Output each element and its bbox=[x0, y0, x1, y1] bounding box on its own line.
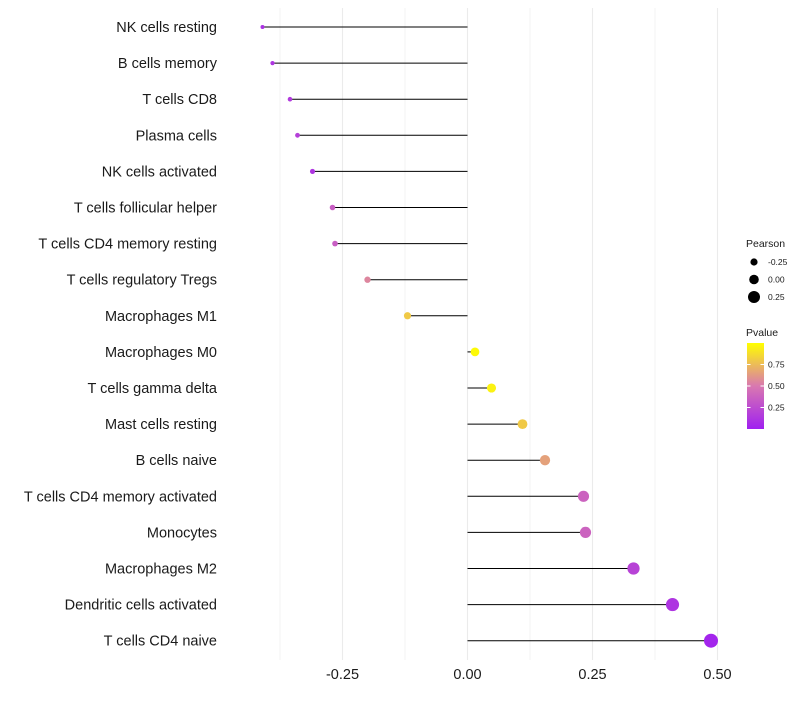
size-legend-label: 0.00 bbox=[768, 275, 785, 285]
lollipop-point bbox=[539, 455, 551, 466]
color-legend-title: Pvalue bbox=[746, 327, 778, 339]
category-label: Macrophages M1 bbox=[105, 309, 217, 325]
color-legend-label: 0.50 bbox=[768, 381, 785, 391]
category-label: Plasma cells bbox=[136, 128, 217, 144]
lollipop-point bbox=[627, 562, 640, 575]
category-label: Macrophages M0 bbox=[105, 345, 217, 361]
size-legend-key bbox=[750, 258, 758, 266]
lollipop-point bbox=[579, 526, 592, 539]
category-labels: NK cells resting B cells memory T cells CD… bbox=[24, 20, 218, 650]
lollipop-point bbox=[517, 419, 528, 429]
category-label: Macrophages M2 bbox=[105, 562, 217, 578]
category-label: Monocytes bbox=[147, 525, 217, 541]
x-tick-label: -0.25 bbox=[326, 667, 359, 683]
lollipop-point bbox=[270, 60, 275, 66]
size-legend-title: Pearson bbox=[746, 238, 785, 250]
lollipop-point bbox=[295, 132, 300, 138]
category-label: B cells memory bbox=[118, 56, 218, 72]
lollipop-point bbox=[332, 240, 338, 247]
category-label: T cells regulatory Tregs bbox=[67, 273, 217, 289]
color-legend-bar bbox=[747, 343, 764, 429]
category-label: T cells CD8 bbox=[142, 92, 217, 108]
x-tick-label: 0.00 bbox=[453, 667, 481, 683]
category-label: T cells CD4 memory resting bbox=[38, 237, 217, 253]
lollipop-point bbox=[704, 633, 718, 648]
lollipop-point bbox=[287, 96, 293, 102]
size-legend-key bbox=[748, 291, 760, 303]
stem-layer bbox=[262, 26, 711, 642]
x-axis-ticks: -0.25 0.00 0.25 0.50 bbox=[326, 667, 732, 683]
size-legend-label: 0.25 bbox=[768, 292, 785, 302]
category-label: T cells gamma delta bbox=[88, 381, 218, 397]
category-label: T cells CD4 naive bbox=[104, 634, 217, 650]
lollipop-point bbox=[470, 347, 480, 357]
lollipop-point bbox=[260, 25, 265, 29]
lollipop-point bbox=[329, 204, 336, 211]
category-label: Dendritic cells activated bbox=[65, 598, 217, 614]
category-label: NK cells activated bbox=[102, 164, 217, 180]
size-legend-key bbox=[749, 274, 759, 285]
category-label: NK cells resting bbox=[116, 20, 217, 36]
x-tick-label: 0.50 bbox=[703, 667, 731, 683]
category-label: T cells CD4 memory activated bbox=[24, 489, 217, 505]
category-label: T cells follicular helper bbox=[74, 201, 217, 217]
lollipop-point bbox=[309, 168, 316, 174]
category-label: B cells naive bbox=[136, 453, 217, 469]
point-layer bbox=[260, 25, 718, 648]
legend: Pearson -0.25 0.00 0.25 Pvalue 0.75 0.50 0.25 bbox=[746, 238, 788, 429]
grid-layer bbox=[279, 8, 719, 660]
color-legend-label: 0.25 bbox=[768, 403, 785, 413]
color-legend-label: 0.75 bbox=[768, 360, 785, 370]
x-tick-label: 0.25 bbox=[578, 667, 606, 683]
lollipop-point bbox=[486, 383, 497, 393]
lollipop-point bbox=[577, 490, 590, 502]
lollipop-point bbox=[665, 598, 680, 612]
lollipop-point bbox=[403, 312, 412, 320]
size-legend-label: -0.25 bbox=[768, 257, 788, 267]
category-label: Mast cells resting bbox=[105, 417, 217, 433]
lollipop-point bbox=[364, 276, 371, 283]
